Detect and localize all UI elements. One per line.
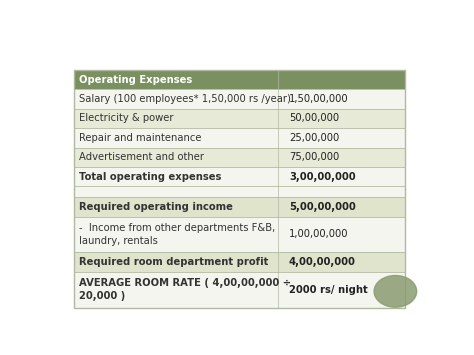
Bar: [74, 252, 405, 272]
Bar: [74, 272, 405, 308]
Text: AVERAGE ROOM RATE ( 4,00,00,000 ÷
20,000 ): AVERAGE ROOM RATE ( 4,00,00,000 ÷ 20,000…: [80, 278, 292, 301]
Text: Total operating expenses: Total operating expenses: [80, 172, 222, 182]
Bar: [74, 148, 405, 167]
Text: 1,00,00,000: 1,00,00,000: [289, 229, 348, 240]
Text: 3,00,00,000: 3,00,00,000: [289, 172, 356, 182]
Text: Operating Expenses: Operating Expenses: [80, 75, 193, 84]
Text: 4,00,00,000: 4,00,00,000: [289, 257, 356, 267]
Bar: [74, 128, 405, 148]
Bar: [74, 109, 405, 128]
Text: Salary (100 employees* 1,50,000 rs /year): Salary (100 employees* 1,50,000 rs /year…: [80, 94, 292, 104]
Text: 75,00,000: 75,00,000: [289, 152, 339, 162]
Bar: [74, 89, 405, 109]
Text: 1,50,00,000: 1,50,00,000: [289, 94, 348, 104]
Bar: [74, 186, 405, 197]
Text: -  Income from other departments F&B,
laundry, rentals: - Income from other departments F&B, lau…: [80, 223, 276, 246]
Bar: [74, 70, 405, 308]
Text: 5,00,00,000: 5,00,00,000: [289, 202, 356, 212]
Text: Required room department profit: Required room department profit: [80, 257, 269, 267]
Text: 25,00,000: 25,00,000: [289, 133, 339, 143]
Text: Electricity & power: Electricity & power: [80, 114, 174, 124]
Text: Required operating income: Required operating income: [80, 202, 233, 212]
Text: 50,00,000: 50,00,000: [289, 114, 339, 124]
Bar: [74, 217, 405, 252]
Text: Repair and maintenance: Repair and maintenance: [80, 133, 202, 143]
Bar: [74, 197, 405, 217]
Bar: [74, 167, 405, 186]
Bar: [74, 70, 405, 89]
Text: Advertisement and other: Advertisement and other: [80, 152, 204, 162]
Circle shape: [374, 275, 417, 307]
Text: 2000 rs/ night: 2000 rs/ night: [289, 285, 368, 295]
